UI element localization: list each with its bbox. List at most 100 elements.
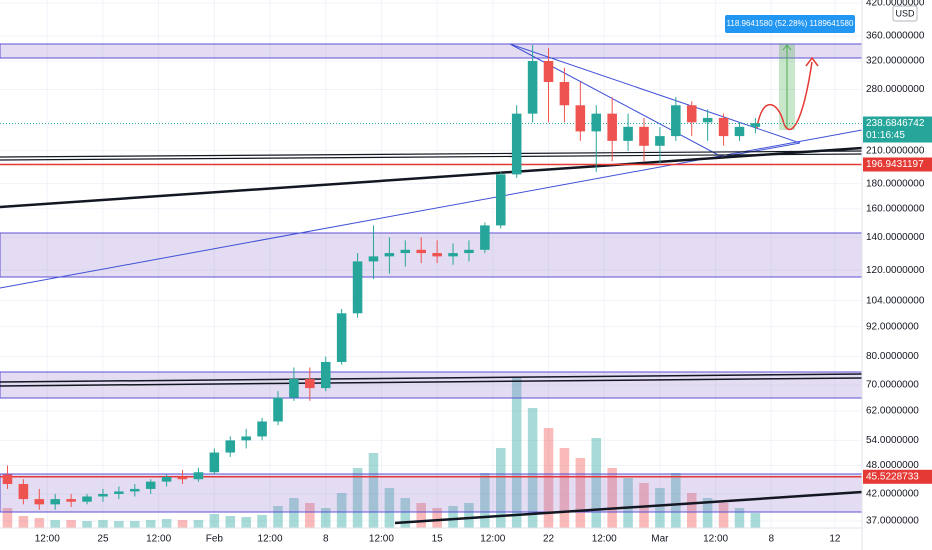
volume-bar — [161, 519, 172, 528]
trendline — [0, 377, 863, 387]
y-tick-label: 280.0000000 — [866, 84, 925, 95]
zone — [0, 232, 863, 278]
last-price-label: 238.6846742 — [866, 118, 925, 129]
candle-body — [432, 253, 442, 257]
currency-box — [892, 5, 918, 22]
y-tick-label: 180.0000000 — [866, 178, 925, 189]
volume-bar — [416, 503, 426, 528]
x-tick-label: 12:00 — [480, 534, 505, 545]
y-tick-label: 360.0000000 — [866, 31, 925, 42]
zone — [0, 43, 863, 59]
candle-body — [480, 225, 490, 250]
volume-bar — [225, 516, 236, 528]
candle-body — [543, 61, 554, 82]
volume-bar — [559, 448, 570, 528]
volume-bar — [750, 513, 761, 528]
candle-body — [114, 491, 124, 494]
trendline — [0, 373, 863, 383]
candle-body — [575, 105, 586, 132]
candle-body — [257, 421, 267, 437]
x-tick-label: 12:00 — [258, 534, 283, 545]
candle-body — [496, 174, 506, 226]
volume-bar — [480, 473, 490, 528]
volume-bar — [448, 506, 458, 528]
measure-label: 118.9641580 (52.28%) 1189641580 — [727, 19, 854, 28]
candle-body — [241, 436, 251, 441]
candle-body — [368, 256, 379, 262]
volume-bar — [66, 520, 76, 528]
candle-body — [225, 440, 236, 453]
volume-bar — [305, 503, 315, 528]
volume-bar — [336, 493, 347, 528]
volume-bar — [352, 468, 363, 528]
volume-bar — [575, 458, 586, 528]
x-tick-label: Feb — [206, 534, 224, 545]
y-tick-label: 42.0000000 — [866, 489, 919, 500]
candle-body — [702, 117, 713, 123]
candle-body — [671, 105, 681, 137]
candle-body — [273, 397, 283, 422]
volume-bar — [400, 498, 411, 528]
candle-body — [352, 261, 363, 314]
y-tick-label: 37.0000000 — [866, 516, 919, 527]
volume-bar — [718, 503, 729, 528]
candle-body — [161, 476, 172, 482]
candle-body — [98, 493, 108, 497]
y-tick-label: 104.0000000 — [866, 295, 925, 306]
volume-bar — [34, 518, 45, 528]
x-tick-label: 22 — [543, 534, 555, 545]
x-tick-label: 12:00 — [35, 534, 60, 545]
candle-body — [66, 499, 76, 502]
volume-bar — [496, 448, 506, 528]
volume-bar — [273, 506, 283, 528]
grid — [0, 0, 862, 528]
candles — [2, 44, 761, 510]
x-tick-label: 12 — [829, 534, 841, 545]
candle-body — [623, 126, 633, 141]
price-tag-label: 196.9431197 — [866, 159, 924, 170]
candle-body — [591, 113, 602, 132]
trendline — [0, 153, 863, 161]
volume-bar — [320, 508, 331, 528]
candle-body — [320, 361, 331, 389]
candle-body — [607, 113, 617, 141]
y-tick-label: 54.0000000 — [866, 435, 919, 446]
price-tag — [863, 157, 932, 172]
projection-curve — [756, 61, 813, 131]
volume-bar — [734, 508, 745, 528]
x-tick-label: 25 — [97, 534, 109, 545]
candle-body — [448, 253, 458, 257]
candle-body — [416, 249, 426, 254]
volume-bar — [2, 508, 13, 528]
volume-bar — [114, 521, 124, 528]
trendline — [0, 150, 863, 158]
volume-bar — [702, 498, 713, 528]
candle-body — [734, 126, 745, 137]
volume-bar — [511, 378, 522, 528]
volume-bar — [432, 508, 442, 528]
y-tick-label: 48.0000000 — [866, 460, 919, 471]
x-tick-label: 12:00 — [592, 534, 617, 545]
candle-body — [511, 113, 522, 175]
volume-bar — [50, 520, 60, 528]
candle-body — [2, 474, 13, 485]
candle-body — [686, 105, 697, 123]
price-axis — [862, 0, 932, 550]
measure-arrow-head — [782, 44, 792, 51]
candle-body — [34, 499, 45, 505]
projection-arrow-head — [805, 56, 819, 67]
last-price-tag — [863, 116, 932, 143]
y-tick-label: 210.0000000 — [866, 145, 925, 156]
candle-body — [655, 136, 665, 146]
x-tick-label: 8 — [769, 534, 775, 545]
volume-bar — [209, 514, 220, 528]
volume-bar — [527, 408, 538, 528]
volume-bar — [623, 478, 633, 528]
x-tick-label: 12:00 — [369, 534, 394, 545]
volume-bar — [686, 493, 697, 528]
price-tag — [863, 469, 932, 484]
y-tick-label: 420.0000000 — [866, 0, 925, 9]
volume-bar — [18, 516, 29, 528]
